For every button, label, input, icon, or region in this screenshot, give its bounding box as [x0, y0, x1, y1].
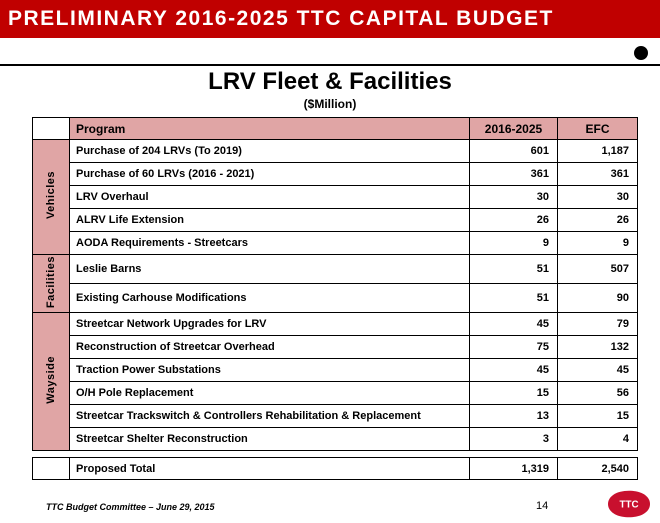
total-table: Proposed Total 1,319 2,540 [32, 457, 638, 480]
table-row: Vehicles Purchase of 204 LRVs (To 2019) … [32, 139, 638, 255]
budget-cell: 361 [469, 162, 558, 186]
column-header-program: Program [69, 117, 470, 140]
budget-cell: 45 [469, 312, 558, 336]
ttc-logo-text: TTC [619, 500, 638, 511]
group-vehicles: Vehicles Purchase of 204 LRVs (To 2019) … [32, 139, 638, 255]
program-cell: Streetcar Shelter Reconstruction [69, 427, 470, 451]
banner-title: PRELIMINARY 2016-2025 TTC CAPITAL BUDGET [8, 7, 554, 30]
budget-table-container: Program 2016-2025 EFC Vehicles Purchase … [32, 117, 638, 451]
total-label: Proposed Total [69, 457, 470, 480]
table-row: Streetcar Shelter Reconstruction 3 4 [33, 427, 638, 451]
budget-cell: 75 [469, 335, 558, 359]
efc-cell: 4 [557, 427, 638, 451]
table-row: Wayside Streetcar Network Upgrades for L… [32, 312, 638, 451]
budget-cell: 26 [469, 208, 558, 232]
budget-cell: 15 [469, 381, 558, 405]
ttc-logo-graphic: TTC [608, 490, 650, 518]
efc-cell: 56 [557, 381, 638, 405]
table-row: O/H Pole Replacement 15 56 [33, 381, 638, 405]
footer-committee-text: TTC Budget Committee – June 29, 2015 [46, 502, 215, 512]
budget-cell: 51 [469, 283, 558, 313]
divider-line [0, 64, 660, 66]
group-facilities: Facilities Leslie Barns 51 507 Existing … [32, 254, 638, 313]
corner-cell [32, 117, 70, 140]
group-wayside: Wayside Streetcar Network Upgrades for L… [32, 312, 638, 451]
page-subtitle: ($Million) [303, 97, 357, 111]
program-cell: Purchase of 60 LRVs (2016 - 2021) [69, 162, 470, 186]
group-label-wayside: Wayside [32, 312, 70, 451]
budget-cell: 30 [469, 185, 558, 209]
efc-cell: 90 [557, 283, 638, 313]
efc-cell: 30 [557, 185, 638, 209]
group-label-facilities: Facilities [32, 254, 70, 313]
page-title: LRV Fleet & Facilities [208, 68, 452, 95]
budget-table: Program 2016-2025 EFC Vehicles Purchase … [32, 117, 638, 451]
total-row: Proposed Total 1,319 2,540 [32, 457, 638, 480]
budget-cell: 601 [469, 139, 558, 163]
program-cell: Leslie Barns [69, 254, 470, 284]
efc-cell: 361 [557, 162, 638, 186]
program-cell: Streetcar Trackswitch & Controllers Reha… [69, 404, 470, 428]
table-header-row: Program 2016-2025 EFC [32, 117, 638, 140]
efc-cell: 132 [557, 335, 638, 359]
program-cell: ALRV Life Extension [69, 208, 470, 232]
table-row: Streetcar Trackswitch & Controllers Reha… [33, 404, 638, 428]
efc-cell: 507 [557, 254, 638, 284]
budget-cell: 51 [469, 254, 558, 284]
program-cell: Streetcar Network Upgrades for LRV [69, 312, 470, 336]
efc-cell: 9 [557, 231, 638, 255]
table-row: Facilities Leslie Barns 51 507 [32, 254, 638, 313]
budget-cell: 45 [469, 358, 558, 382]
program-cell: LRV Overhaul [69, 185, 470, 209]
decorative-circle [634, 46, 648, 60]
table-row: LRV Overhaul 30 30 [33, 185, 638, 209]
budget-cell: 13 [469, 404, 558, 428]
efc-cell: 45 [557, 358, 638, 382]
program-cell: Existing Carhouse Modifications [69, 283, 470, 313]
efc-cell: 1,187 [557, 139, 638, 163]
total-row-container: Proposed Total 1,319 2,540 [32, 457, 638, 480]
slide-banner: PRELIMINARY 2016-2025 TTC CAPITAL BUDGET [0, 0, 660, 38]
table-row: AODA Requirements - Streetcars 9 9 [33, 231, 638, 255]
program-cell: Traction Power Substations [69, 358, 470, 382]
program-cell: Purchase of 204 LRVs (To 2019) [69, 139, 470, 163]
total-budget: 1,319 [469, 457, 558, 480]
table-row: Existing Carhouse Modifications 51 90 [33, 283, 638, 313]
page-number: 14 [536, 500, 549, 512]
table-row: Purchase of 60 LRVs (2016 - 2021) 361 36… [33, 162, 638, 186]
table-row: Traction Power Substations 45 45 [33, 358, 638, 382]
column-header-budget: 2016-2025 [469, 117, 558, 140]
total-efc: 2,540 [557, 457, 638, 480]
program-cell: AODA Requirements - Streetcars [69, 231, 470, 255]
table-row: Reconstruction of Streetcar Overhead 75 … [33, 335, 638, 359]
efc-cell: 26 [557, 208, 638, 232]
program-cell: Reconstruction of Streetcar Overhead [69, 335, 470, 359]
total-corner-cell [32, 457, 70, 480]
efc-cell: 15 [557, 404, 638, 428]
group-label-vehicles: Vehicles [32, 139, 70, 255]
column-header-efc: EFC [557, 117, 638, 140]
program-cell: O/H Pole Replacement [69, 381, 470, 405]
budget-cell: 3 [469, 427, 558, 451]
efc-cell: 79 [557, 312, 638, 336]
table-row: ALRV Life Extension 26 26 [33, 208, 638, 232]
budget-cell: 9 [469, 231, 558, 255]
ttc-logo: TTC [606, 490, 652, 518]
